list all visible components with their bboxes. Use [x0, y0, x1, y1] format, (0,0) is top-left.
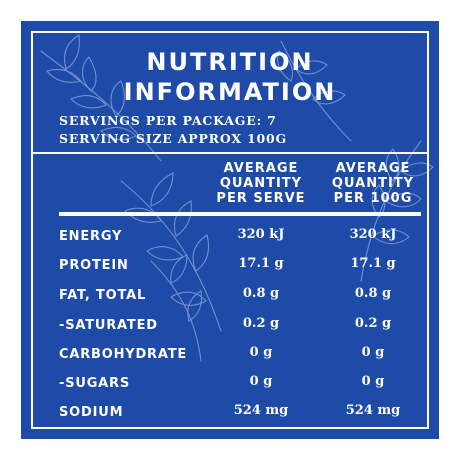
- column-header-per-serve-line-3: PER SERVE: [216, 191, 306, 206]
- value-energy-per-serve: 320 kJ: [237, 227, 285, 242]
- value-protein-per-serve: 17.1 g: [238, 256, 284, 271]
- value-fat-total-per-100g: 0.8 g: [354, 286, 392, 301]
- row-label-sugars: -SUGARS: [59, 376, 131, 391]
- row-label-carbohydrate: CARBOHYDRATE: [59, 347, 188, 362]
- value-energy-per-100g: 320 kJ: [349, 227, 397, 242]
- row-label-protein: PROTEIN: [59, 258, 129, 273]
- value-saturated-per-serve: 0.2 g: [242, 316, 280, 331]
- panel-border: [31, 31, 429, 429]
- row-label-saturated: -SATURATED: [59, 318, 158, 333]
- row-label-fat-total: FAT, TOTAL: [59, 288, 147, 303]
- column-header-per-100g-line-2: QUANTITY: [331, 176, 415, 191]
- column-header-per-serve-line-2: QUANTITY: [219, 176, 303, 191]
- value-sodium-per-serve: 524 mg: [233, 403, 289, 418]
- row-label-energy: ENERGY: [59, 229, 123, 244]
- value-fat-total-per-serve: 0.8 g: [242, 286, 280, 301]
- value-saturated-per-100g: 0.2 g: [354, 316, 392, 331]
- value-sugars-per-100g: 0 g: [361, 374, 385, 389]
- value-carbohydrate-per-100g: 0 g: [361, 345, 385, 360]
- title-line-2: INFORMATION: [123, 78, 337, 106]
- nutrition-panel: NUTRITION INFORMATION SERVINGS PER PACKA…: [21, 21, 439, 439]
- column-header-per-100g-line-1: AVERAGE: [335, 161, 411, 176]
- serving-size: SERVING SIZE APPROX 100G: [59, 131, 287, 146]
- column-header-per-100g-line-3: PER 100G: [333, 191, 413, 206]
- value-sugars-per-serve: 0 g: [249, 374, 273, 389]
- row-label-sodium: SODIUM: [59, 405, 124, 420]
- title-line-1: NUTRITION: [146, 48, 314, 76]
- column-header-per-serve: AVERAGE QUANTITY PER SERVE: [207, 161, 315, 206]
- divider-top: [33, 152, 427, 154]
- servings-per-package: SERVINGS PER PACKAGE: 7: [59, 113, 277, 128]
- value-protein-per-100g: 17.1 g: [350, 256, 396, 271]
- herb-sprig-illustration: [40, 34, 434, 362]
- value-sodium-per-100g: 524 mg: [345, 403, 401, 418]
- divider-header: [59, 212, 421, 216]
- column-header-per-100g: AVERAGE QUANTITY PER 100G: [319, 161, 427, 206]
- value-carbohydrate-per-serve: 0 g: [249, 345, 273, 360]
- column-header-per-serve-line-1: AVERAGE: [223, 161, 299, 176]
